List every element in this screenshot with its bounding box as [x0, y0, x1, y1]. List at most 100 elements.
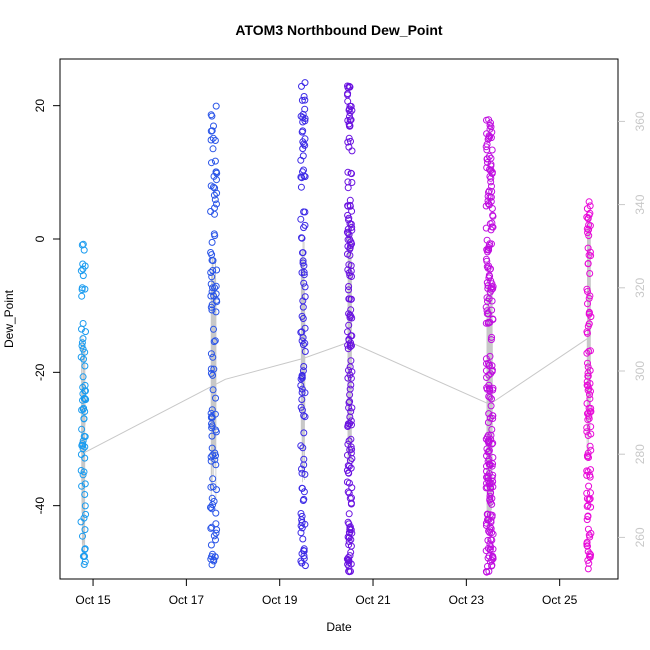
scatter-point [486, 272, 494, 280]
scatter-point [300, 455, 308, 463]
scatter-point [345, 134, 353, 142]
scatter-point [298, 406, 306, 414]
scatter-point [484, 200, 492, 208]
scatter-point [486, 529, 494, 536]
scatter-point [299, 497, 307, 504]
scatter-point [209, 451, 217, 459]
scatter-point [488, 333, 496, 341]
y2-tick-label: 300 [633, 361, 647, 381]
scatter-point [346, 311, 354, 319]
scatter-point [301, 413, 309, 421]
scatter-point [208, 159, 215, 167]
x-tick-label: Oct 15 [75, 593, 111, 607]
scatter-point [209, 353, 217, 361]
scatter-point [299, 257, 307, 265]
scatter-point [299, 114, 307, 121]
x-tick-label: Oct 19 [262, 593, 298, 607]
scatter-point [78, 442, 86, 449]
scatter-point [348, 240, 356, 248]
scatter-point [301, 389, 309, 397]
scatter-point [301, 348, 309, 355]
scatter-point [210, 292, 218, 300]
scatter-point [584, 300, 591, 308]
scatter-point [346, 83, 354, 91]
scatter-point [298, 465, 305, 473]
scatter-point [485, 134, 493, 142]
scatter-point [489, 454, 497, 461]
scatter-point [79, 396, 86, 404]
y-tick-label: -40 [33, 497, 47, 515]
scatter-point [81, 546, 89, 553]
scatter-point [299, 145, 307, 153]
y-tick-label: -20 [33, 363, 47, 381]
scatter-point [344, 560, 352, 568]
scatter-point [345, 404, 353, 412]
scatter-point [297, 375, 305, 383]
scatter-point [208, 306, 216, 314]
scatter-point [298, 234, 305, 242]
scatter-point [348, 445, 356, 453]
scatter-point [77, 353, 85, 361]
scatter-point [489, 439, 497, 447]
scatter-point [297, 173, 305, 181]
scatter-point [344, 266, 352, 274]
scatter-point [584, 229, 592, 237]
scatter-point [346, 202, 354, 210]
scatter-point [207, 269, 215, 276]
scatter-point [584, 501, 592, 509]
scatter-point [483, 374, 490, 381]
scatter-point [210, 183, 217, 191]
y2-tick-label: 280 [633, 444, 647, 464]
scatter-point [583, 538, 591, 546]
scatter-point [485, 567, 493, 575]
scatter-point [489, 415, 497, 422]
scatter-point [300, 555, 308, 562]
scatter-point [79, 320, 87, 327]
scatter-point [488, 128, 496, 136]
scatter-point [347, 499, 355, 507]
scatter-point [347, 435, 355, 443]
plot-frame [59, 58, 619, 580]
scatter-point [208, 505, 216, 513]
scatter-point [207, 280, 215, 288]
scatter-point [585, 198, 593, 206]
scatter-point [299, 127, 307, 135]
scatter-point [486, 352, 494, 360]
scatter-point [211, 196, 219, 204]
scatter-point [482, 202, 490, 210]
scatter-point [299, 259, 307, 267]
scatter-point [300, 279, 308, 287]
scatter-point [489, 285, 497, 293]
scatter-point [487, 431, 495, 439]
scatter-point [80, 355, 87, 363]
scatter-point [489, 545, 497, 553]
scatter-point [210, 191, 218, 199]
scatter-point [485, 439, 493, 447]
trend-connector [81, 337, 590, 455]
scatter-point [346, 391, 354, 399]
scatter-point [213, 486, 220, 494]
scatter-point [298, 389, 306, 396]
scatter-point [212, 394, 219, 402]
data-points [77, 79, 595, 576]
scatter-point [347, 464, 355, 472]
scatter-point [488, 205, 496, 212]
scatter-point [297, 529, 305, 537]
scatter-point [207, 409, 215, 417]
x-tick-label: Oct 21 [355, 593, 391, 607]
scatter-point [298, 328, 306, 336]
scatter-point [79, 272, 87, 280]
scatter-point [585, 347, 593, 355]
scatter-point [485, 460, 493, 468]
scatter-point [489, 223, 497, 231]
scatter-point [345, 510, 353, 518]
scatter-point [584, 382, 592, 390]
scatter-point [586, 550, 594, 558]
scatter-point [485, 393, 493, 400]
scatter-point [298, 469, 306, 477]
scatter-point [488, 219, 496, 227]
scatter-point [346, 371, 354, 379]
scatter-point [583, 213, 591, 221]
scatter-point [583, 205, 591, 213]
scatter-point [208, 256, 216, 264]
